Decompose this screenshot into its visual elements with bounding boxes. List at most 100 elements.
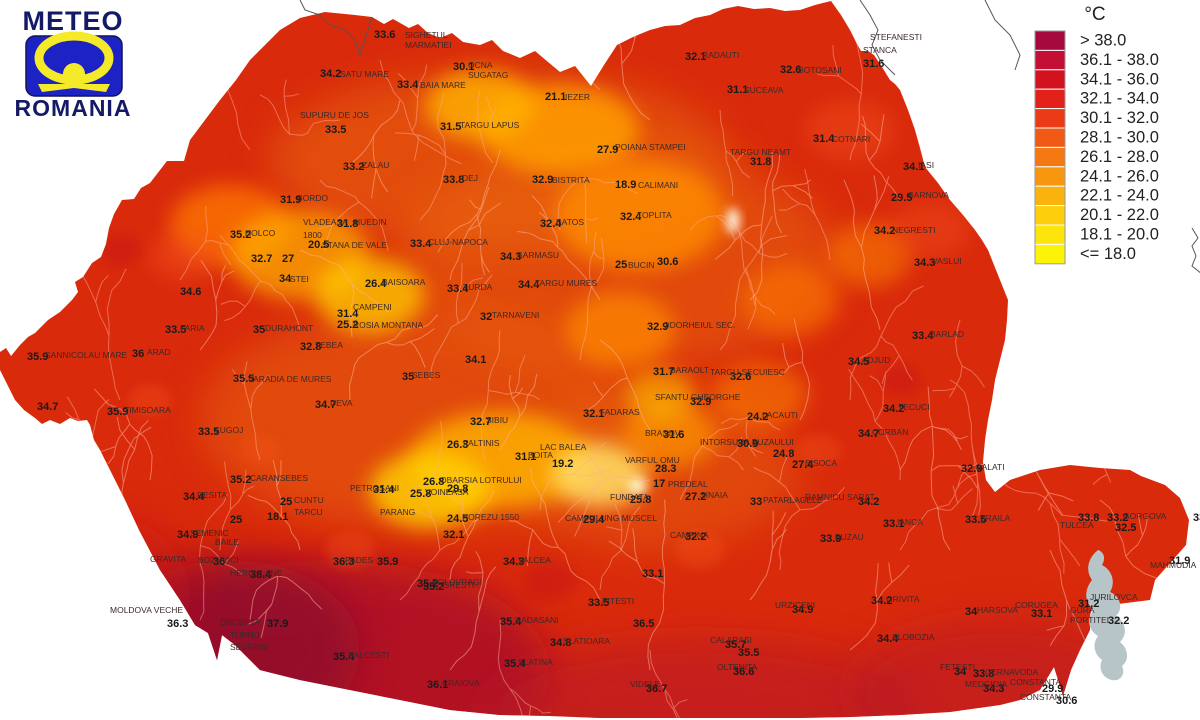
svg-text:18.1 - 20.0: 18.1 - 20.0 [1080,226,1159,244]
svg-text:18.9: 18.9 [615,179,636,191]
svg-text:CAMPINA: CAMPINA [670,530,709,540]
svg-text:TIMISOARA: TIMISOARA [124,405,171,415]
svg-text:BORDO: BORDO [297,193,329,203]
svg-text:ROMANIA: ROMANIA [15,95,132,121]
svg-text:GRIVITA: GRIVITA [886,594,920,604]
svg-text:HERCULANE: HERCULANE [230,568,283,578]
svg-text:28.1 - 30.0: 28.1 - 30.0 [1080,129,1159,147]
svg-text:34.2: 34.2 [320,68,341,80]
svg-text:PALTINIS: PALTINIS [463,438,500,448]
svg-text:BISTRITA: BISTRITA [552,175,590,185]
svg-text:37.9: 37.9 [267,618,288,630]
svg-text:32.2: 32.2 [1108,615,1129,627]
svg-text:BARLAD: BARLAD [930,329,964,339]
svg-text:32: 32 [480,311,492,323]
svg-text:BUCIN: BUCIN [628,260,654,270]
svg-text:LUGOJ: LUGOJ [215,425,243,435]
svg-text:OGRESTI: OGRESTI [436,580,474,590]
svg-text:RAMNICU SARAT: RAMNICU SARAT [805,492,875,502]
svg-text:MARMATIEI: MARMATIEI [405,40,452,50]
svg-text:FARIA: FARIA [180,323,205,333]
svg-text:TARCU: TARCU [294,507,323,517]
svg-text:CERNAVODA: CERNAVODA [985,667,1039,677]
svg-text:PORTITEI: PORTITEI [1070,615,1109,625]
svg-text:20.1 - 22.0: 20.1 - 22.0 [1080,206,1159,224]
svg-text:36.5: 36.5 [633,618,654,630]
svg-text:SFANTU GHEORGHE: SFANTU GHEORGHE [655,392,741,402]
svg-text:ODORHEIUL SEC.: ODORHEIUL SEC. [663,320,735,330]
svg-text:TEBEA: TEBEA [315,340,343,350]
svg-text:33.6: 33.6 [1193,512,1200,524]
svg-text:LACAUTI: LACAUTI [762,410,798,420]
svg-text:VARFUL OMU: VARFUL OMU [625,455,680,465]
svg-text:IASI: IASI [918,160,934,170]
svg-text:36: 36 [132,348,144,360]
svg-text:31.5: 31.5 [440,121,461,133]
svg-text:35.5: 35.5 [738,647,759,659]
svg-text:NEGRESTI: NEGRESTI [892,225,935,235]
svg-text:SINAIA: SINAIA [700,490,728,500]
svg-text:CALIMANI: CALIMANI [638,180,678,190]
svg-text:DURAHONT: DURAHONT [265,323,313,333]
svg-text:SATU MARE: SATU MARE [340,69,389,79]
svg-text:VALCEA: VALCEA [518,555,551,565]
svg-text:BRASOV: BRASOV [645,428,681,438]
svg-text:33.5: 33.5 [325,124,346,136]
svg-text:POIANA STAMPEI: POIANA STAMPEI [615,142,686,152]
svg-text:VIDELE: VIDELE [630,679,661,689]
svg-text:BAIA MARE: BAIA MARE [420,80,466,90]
svg-text:CAMPULUNG MUSCEL: CAMPULUNG MUSCEL [565,513,657,523]
svg-text:BALCESTI: BALCESTI [348,650,389,660]
svg-text:VARADIA DE MURES: VARADIA DE MURES [248,374,332,384]
svg-text:SLOBOZIA: SLOBOZIA [892,632,935,642]
svg-text:22.1 - 24.0: 22.1 - 24.0 [1080,187,1159,205]
svg-text:SEVERIN: SEVERIN [230,642,267,652]
svg-text:27: 27 [282,253,294,265]
svg-text:TARGU LAPUS: TARGU LAPUS [460,120,520,130]
svg-text:25: 25 [280,496,292,508]
svg-text:36.3: 36.3 [167,618,188,630]
svg-text:CONSTANTA: CONSTANTA [1010,677,1061,687]
svg-text:CARANSEBES: CARANSEBES [250,473,308,483]
svg-text:32.7: 32.7 [251,253,272,265]
svg-text:FADARAS: FADARAS [600,407,640,417]
svg-text:32.9: 32.9 [532,174,553,186]
svg-text:33.4: 33.4 [397,79,419,91]
svg-text:SUGATAG: SUGATAG [468,70,508,80]
svg-text:TURNU: TURNU [230,630,260,640]
svg-text:HOREZU 1550: HOREZU 1550 [462,512,519,522]
svg-text:STEFANESTI: STEFANESTI [870,32,922,42]
svg-text:ADJUD: ADJUD [862,355,890,365]
svg-text:SLATINA: SLATINA [518,657,553,667]
svg-text:34.6: 34.6 [180,286,201,298]
svg-text:CLUJ-NAPOCA: CLUJ-NAPOCA [428,237,488,247]
svg-text:PADES: PADES [345,555,374,565]
svg-text:VLADEASA: VLADEASA [303,217,348,227]
svg-text:CORUGEA: CORUGEA [1015,600,1058,610]
svg-text:MAHMUDIA: MAHMUDIA [1150,560,1197,570]
svg-text:DROBETA: DROBETA [220,617,261,627]
svg-text:34.7: 34.7 [37,401,58,413]
svg-text:STEI: STEI [290,274,309,284]
svg-text:HOLCO: HOLCO [245,228,276,238]
svg-text:TURDA: TURDA [463,282,493,292]
svg-text:35: 35 [253,324,265,336]
svg-text:BAILE: BAILE [215,537,239,547]
svg-text:MEDGIDIA: MEDGIDIA [965,679,1007,689]
svg-text:SLATIOARA: SLATIOARA [563,636,610,646]
svg-text:30.1 - 32.0: 30.1 - 32.0 [1080,109,1159,127]
svg-text:IANCA: IANCA [897,517,923,527]
svg-text:IEZER: IEZER [565,92,590,102]
svg-text:ROSIA MONTANA: ROSIA MONTANA [353,320,424,330]
svg-text:FUNDATA: FUNDATA [610,492,649,502]
svg-text:PARANG: PARANG [380,507,415,517]
svg-text:RADASANI: RADASANI [515,615,558,625]
svg-text:DEVA: DEVA [330,398,353,408]
svg-text:CONSTANTA: CONSTANTA [1020,692,1071,702]
svg-text:32.1 - 34.0: 32.1 - 34.0 [1080,90,1159,108]
svg-text:BATOS: BATOS [556,217,584,227]
svg-text:BUZAU: BUZAU [835,532,864,542]
svg-text:TARGU MURES: TARGU MURES [535,278,598,288]
svg-text:SUPURU DE JOS: SUPURU DE JOS [300,110,369,120]
svg-text:25: 25 [230,514,242,526]
